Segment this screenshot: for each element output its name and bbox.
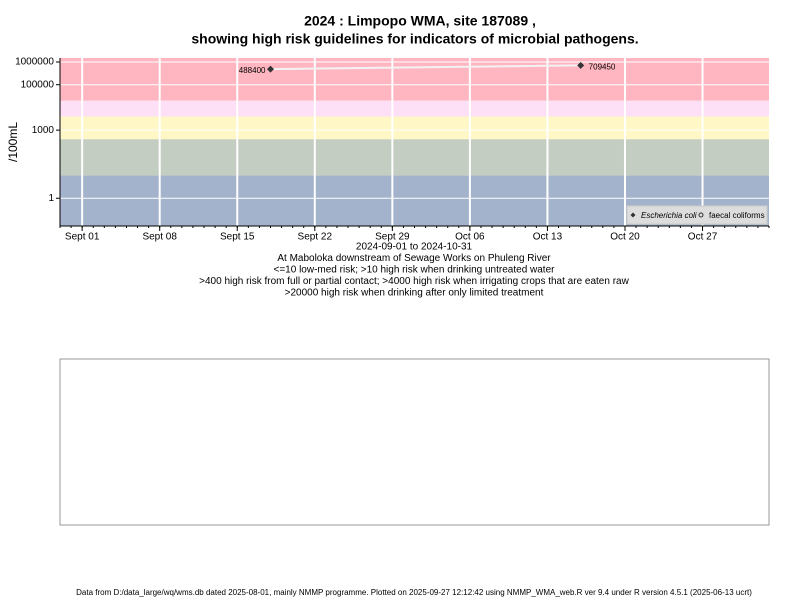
legend-marker [698,212,704,218]
y-tick-label: 100000 [21,79,55,90]
legend-marker [630,212,636,218]
x-tick-label: Sept 08 [142,232,177,243]
risk-band [60,58,769,101]
chart-title: 2024 : Limpopo WMA, site 187089 , [304,13,536,29]
x-tick-label: Sept 01 [65,232,100,243]
x-tick-label: Oct 06 [455,232,485,243]
point [577,61,585,69]
subtitle: At Maboloka downstream of Sewage Works o… [277,253,551,264]
y-tick-label: 1000 [32,125,55,136]
data-label: 488400 [239,66,266,75]
x-tick-label: Oct 27 [688,232,718,243]
risk-band [60,100,769,117]
legend-label: faecal coliforms [709,211,765,220]
risk-band [60,116,769,140]
x-tick-label: Oct 20 [610,232,640,243]
risk-band [60,139,769,176]
footer: Data from D:/data_large/wq/wms.db dated … [76,588,752,597]
data-label: 709450 [589,62,616,71]
legend-label: Escherichia coli [641,211,697,220]
subtitle: >400 high risk from full or partial cont… [199,276,629,287]
y-axis-label: /100mL [6,122,20,162]
legend-box [626,205,768,225]
point [266,65,274,73]
y-tick-label: 1000000 [15,57,54,68]
x-tick-label: Sept 29 [375,232,410,243]
subtitle: 2024-09-01 to 2024-10-31 [356,242,473,253]
subtitle: >20000 high risk when drinking after onl… [285,288,544,299]
x-tick-label: Sept 22 [298,232,333,243]
y-tick-label: 1 [48,193,54,204]
x-tick-label: Oct 13 [533,232,563,243]
x-tick-label: Sept 15 [220,232,255,243]
subtitle: <=10 low-med risk; >10 high risk when dr… [274,265,556,276]
chart-title: showing high risk guidelines for indicat… [191,31,638,47]
empty-panel [59,358,770,526]
series-line [270,64,581,71]
